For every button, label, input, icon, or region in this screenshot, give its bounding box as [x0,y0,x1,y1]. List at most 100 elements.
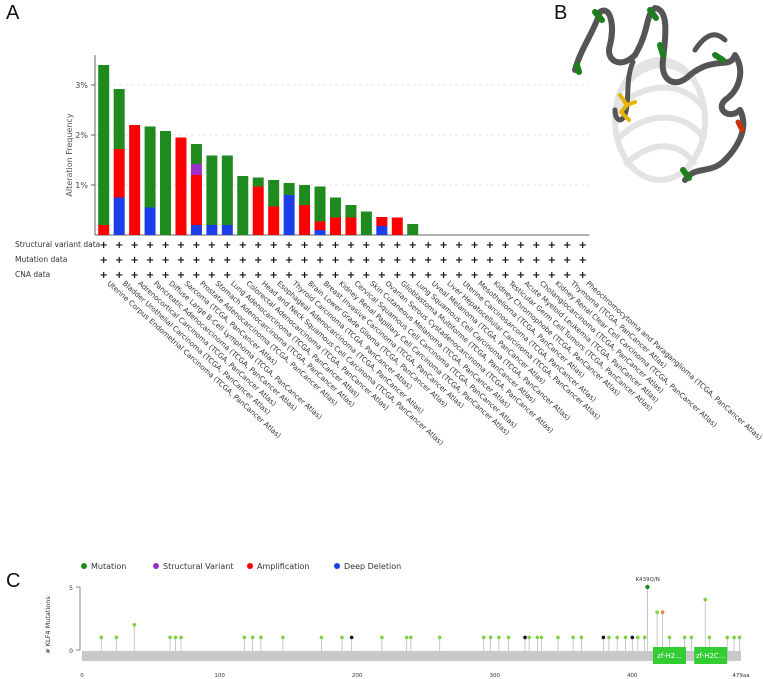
lollipop-head [601,635,606,640]
row-plus-mark: + [239,270,247,281]
row-plus-mark: + [192,255,200,266]
lollipop-head [281,635,285,640]
lollipop-mutation-plot: Mutation Structural Variant Amplification D… [44,562,750,679]
row-plus-mark: + [285,240,293,251]
lollipop-head [539,635,544,640]
row-plus-mark: + [393,270,401,281]
lollipop-head [319,635,324,640]
hotspot-head [645,584,650,590]
bar-mutation [221,155,233,225]
row-plus-mark: + [439,255,447,266]
bar-amplification [329,217,341,235]
row-plus-mark: + [501,270,509,281]
legend-marker [247,563,253,569]
lollipop-head [579,635,584,640]
row-plus-mark: + [331,270,339,281]
bar-amplification [175,137,187,235]
row-plus-mark: + [501,255,509,266]
row-plus-mark: + [331,240,339,251]
bar-amplification [190,175,202,225]
y-tick-label: 3% [75,81,88,90]
row-plus-mark: + [300,240,308,251]
legend-marker [334,563,340,569]
row-plus-mark: + [486,270,494,281]
row-plus-mark: + [146,270,154,281]
row-plus-mark: + [285,270,293,281]
panel-letter-b: B [554,2,568,24]
lollipop-head [409,635,413,640]
row-plus-mark: + [563,270,571,281]
row-plus-mark: + [269,270,277,281]
bar-amplification [98,225,110,235]
bar-amplification [113,149,125,198]
lollipop-head [660,610,665,614]
lollipop-head [703,597,708,602]
lollipop-head [349,635,354,640]
protein-dna-structure-image [572,5,747,183]
legend-label: Structural Variant [163,562,234,571]
bar-deep-deletion [283,195,295,235]
bar-mutation [252,177,264,187]
bar-amplification [268,206,280,235]
row-plus-mark: + [208,240,216,251]
bar-amplification [129,125,141,235]
bar-mutation [407,224,419,235]
bar-mutation [268,180,280,207]
row-plus-mark: + [409,240,417,251]
row-plus-mark: + [424,255,432,266]
bar-mutation [345,205,357,218]
row-plus-mark: + [470,240,478,251]
row-plus-mark: + [300,270,308,281]
legend-label: Mutation [91,562,126,571]
bar-mutation [144,126,156,208]
row-label: Mutation data [15,255,67,264]
lollipop-head [527,635,531,640]
lollipop-head [615,635,619,640]
panel-letter-c: C [6,570,21,592]
lollipop-head [250,635,255,640]
panel-letter-a: A [6,2,20,24]
bar-deep-deletion [314,230,326,235]
row-plus-mark: + [424,270,432,281]
row-plus-mark: + [146,240,154,251]
lollipop-head [380,635,384,640]
y-tick-label: 5 [69,585,73,592]
row-plus-mark: + [532,255,540,266]
lollipop-head [642,635,647,640]
bar-mutation [160,131,172,235]
row-plus-mark: + [100,240,108,251]
row-plus-mark: + [115,270,123,281]
row-plus-mark: + [409,255,417,266]
bar-mutation [329,197,341,218]
row-plus-mark: + [362,270,370,281]
lollipop-head [259,635,263,640]
row-plus-mark: + [517,240,525,251]
row-plus-mark: + [439,270,447,281]
row-plus-mark: + [146,255,154,266]
lollipop-head [497,635,501,640]
row-plus-mark: + [378,255,386,266]
lollipop-head [725,635,730,640]
bar-structural [190,164,202,175]
legend-marker [153,563,159,569]
row-plus-mark: + [347,255,355,266]
lollipop-head [168,635,172,640]
lollipop-head [655,610,659,614]
lollipop-head [737,635,742,640]
row-plus-mark: + [331,255,339,266]
lollipop-head [114,635,119,640]
row-plus-mark: + [177,270,185,281]
bar-deep-deletion [113,197,125,235]
row-plus-mark: + [470,255,478,266]
row-plus-mark: + [192,270,200,281]
lollipop-head [523,635,527,640]
lollipop-head [571,635,575,640]
row-plus-mark: + [254,255,262,266]
bar-mutation [98,65,110,225]
row-plus-mark: + [223,240,231,251]
bar-deep-deletion [206,225,218,235]
row-plus-mark: + [115,240,123,251]
lollipop-head [535,635,540,640]
row-plus-mark: + [455,270,463,281]
y-axis-label: # KLF4 Mutations [44,596,52,654]
